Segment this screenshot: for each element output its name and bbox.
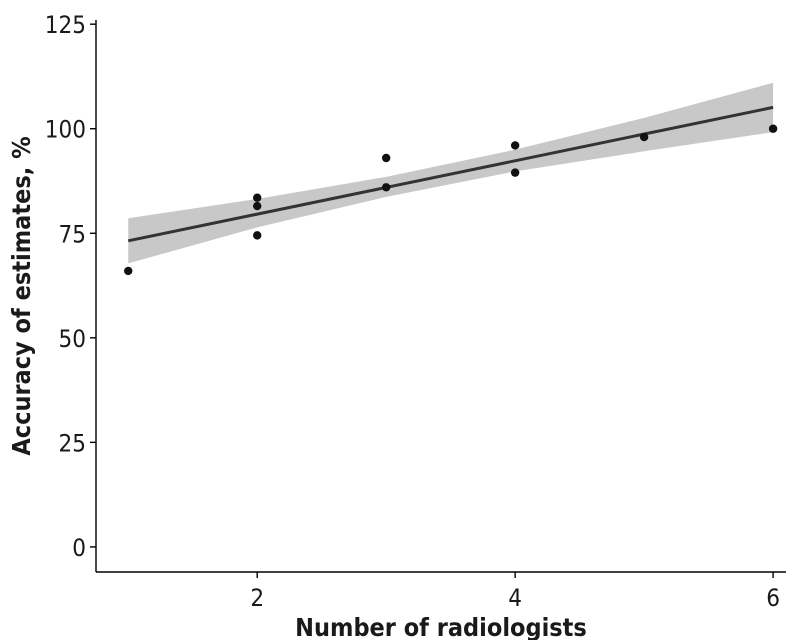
data-point <box>253 231 262 240</box>
x-ticks-layer: 2 4 6 <box>250 572 780 612</box>
fit-line-layer <box>127 105 774 243</box>
y-tick-label: 75 <box>59 220 86 248</box>
data-point <box>253 201 262 211</box>
data-point <box>381 153 391 163</box>
y-tick-label: 50 <box>59 325 86 353</box>
data-point <box>124 266 133 276</box>
data-point <box>510 168 520 177</box>
axes-layer <box>95 20 786 573</box>
x-tick-label: 2 <box>250 584 264 612</box>
x-tick-label: 6 <box>766 584 780 612</box>
data-points-layer <box>124 124 778 276</box>
y-tick-label: 25 <box>59 429 86 457</box>
regression-line <box>127 105 774 243</box>
data-point <box>381 183 391 192</box>
x-tick-label: 4 <box>508 584 522 612</box>
data-point <box>639 132 649 142</box>
y-tick-label: 125 <box>45 11 86 39</box>
data-point <box>768 124 778 133</box>
y-tick-label: 100 <box>45 116 86 144</box>
y-ticks-layer: 0 25 50 75 100 125 <box>45 11 96 562</box>
x-axis-title: Number of radiologists <box>295 613 587 640</box>
y-axis-title: Accuracy of estimates, % <box>7 136 36 455</box>
data-point <box>510 141 520 150</box>
data-point <box>253 193 262 202</box>
y-tick-label: 0 <box>72 534 86 562</box>
